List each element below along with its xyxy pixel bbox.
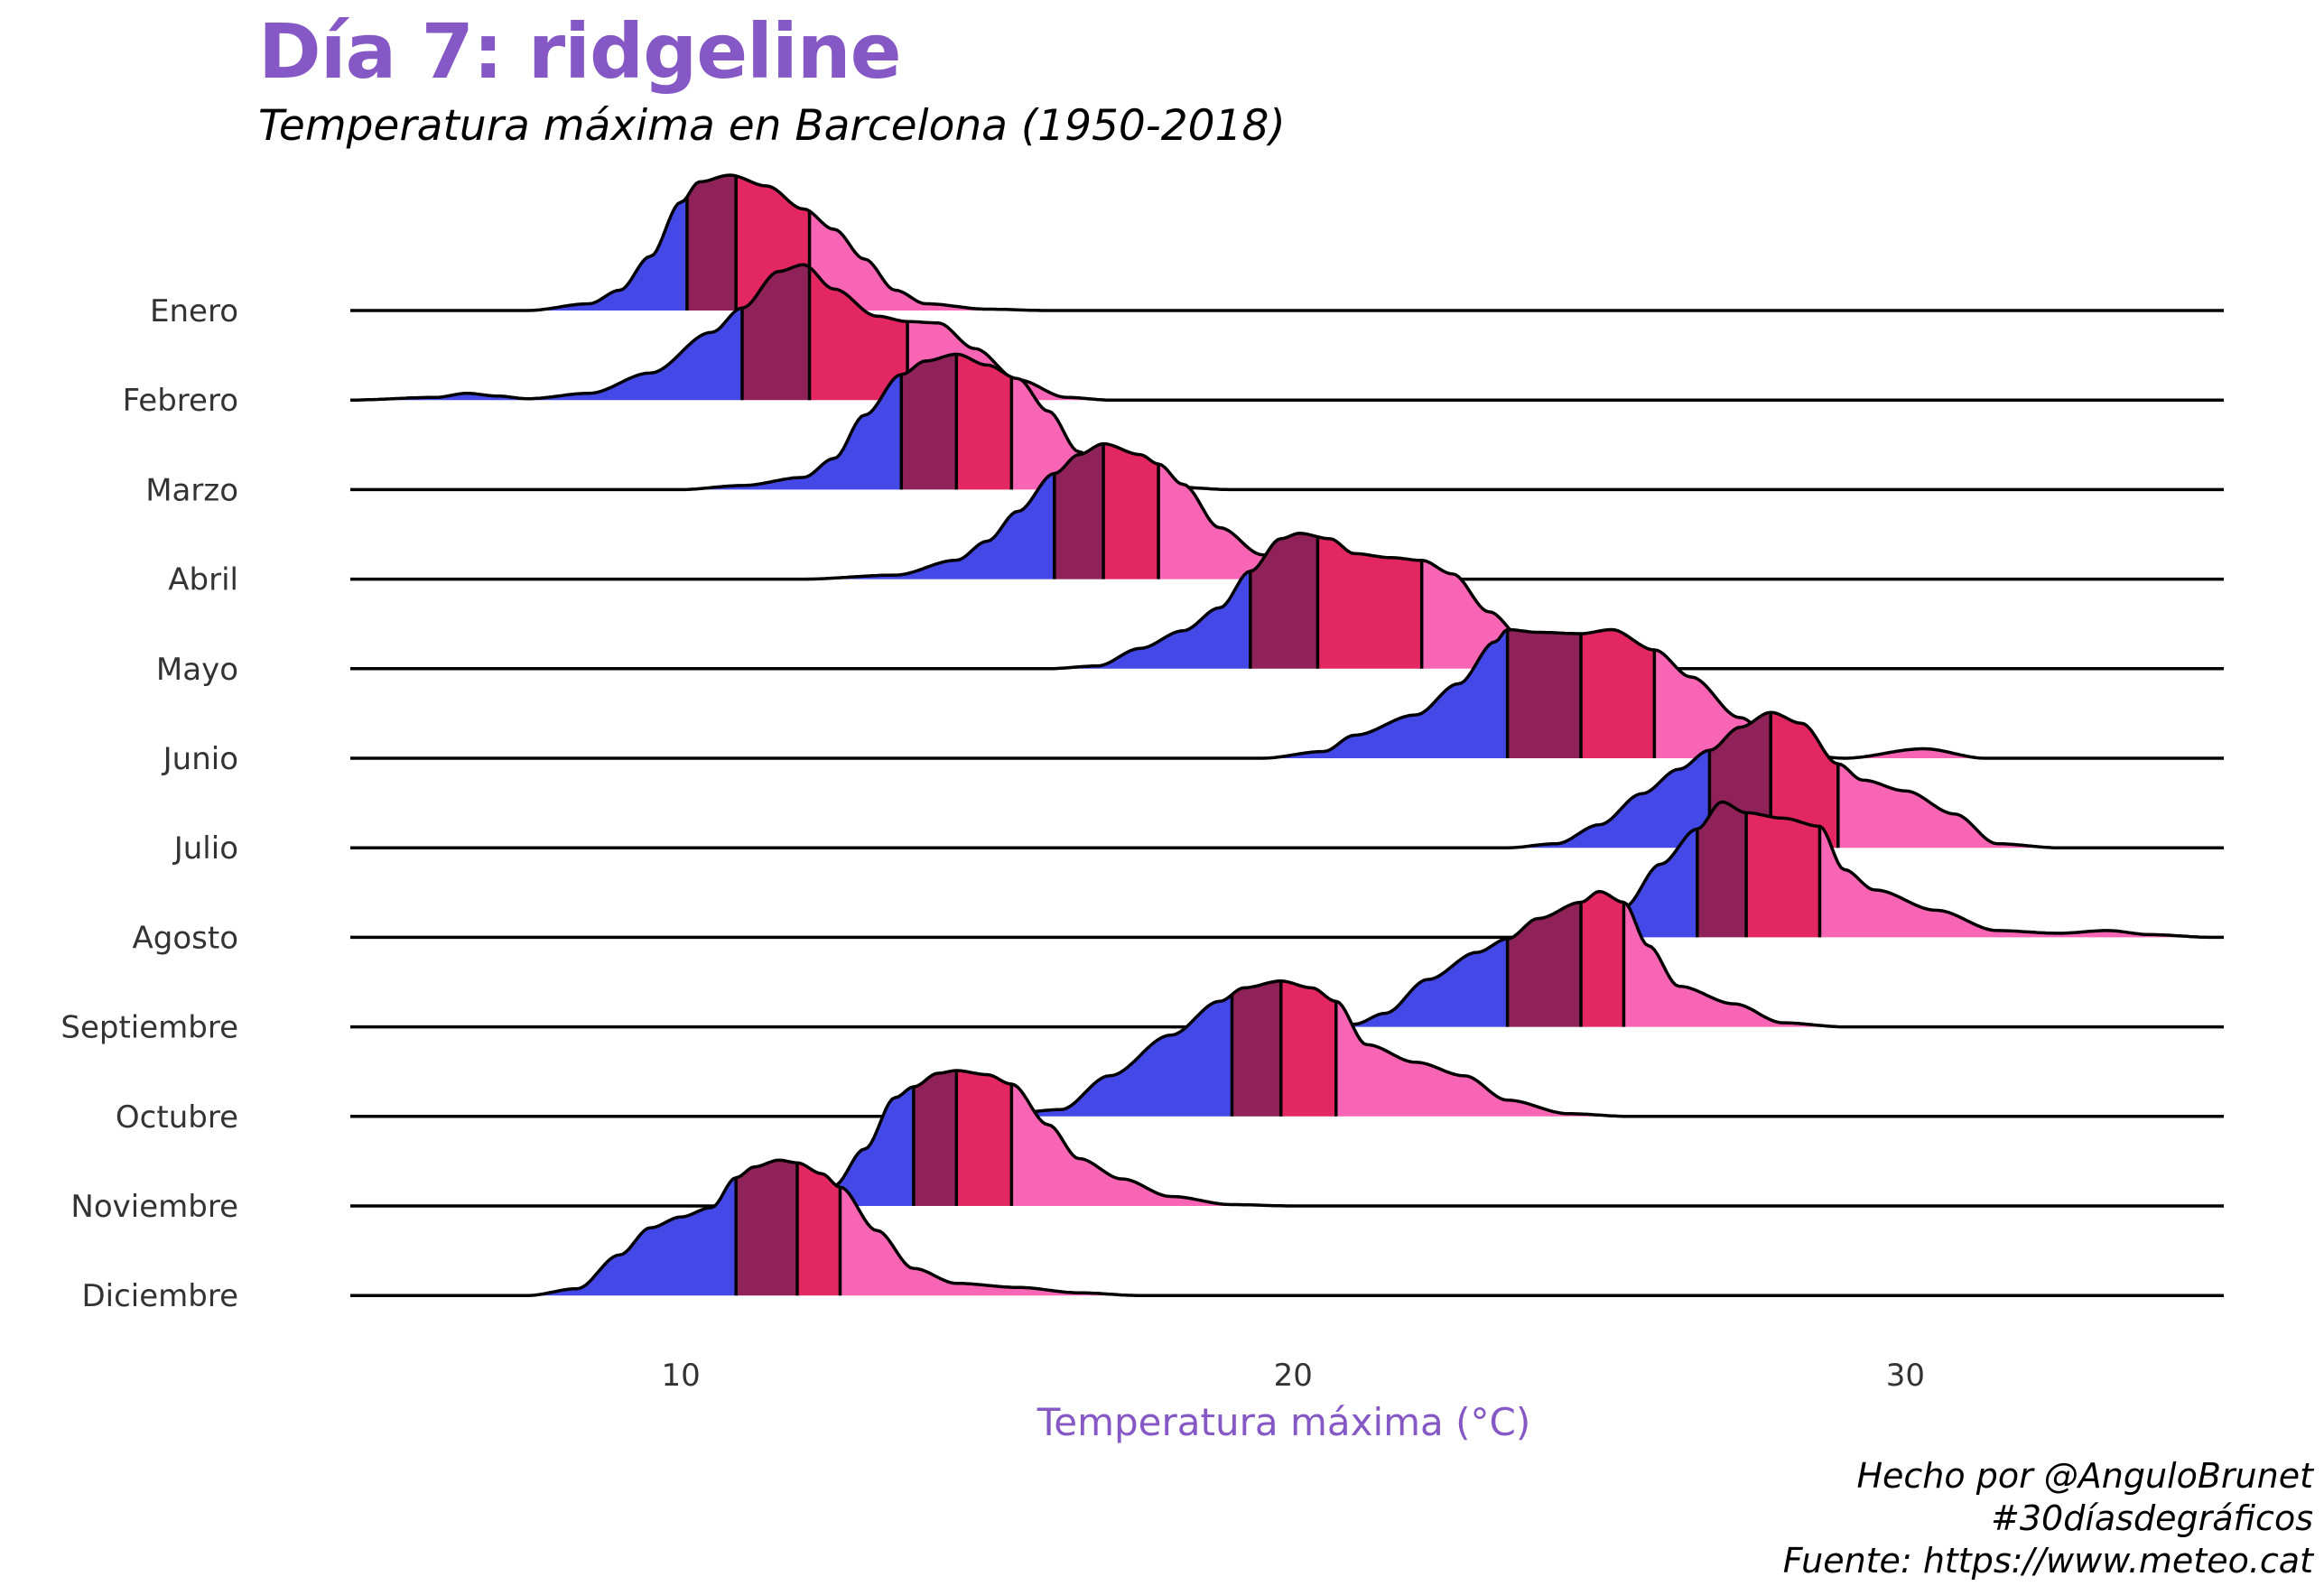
density-q1 [350,994,1232,1117]
density-q2 [736,1160,797,1296]
density-q1 [350,570,1250,669]
density-outline [350,352,2224,492]
density-q4 [1654,650,2224,758]
y-axis-labels: Enero Febrero Marzo Abril Mayo Junio Julio Agos… [60,293,238,1314]
density-q3 [1280,980,1336,1117]
density-outline [350,800,2224,940]
density-q1 [350,197,687,311]
ridge-noviembre [350,1069,2224,1208]
ridge-mayo [350,532,2224,671]
density-q4 [907,321,2224,401]
density-q3 [956,1071,1012,1206]
y-label-enero: Enero [150,293,238,329]
caption-hashtag: #30díasdegráficos [1991,1498,2313,1538]
density-q2 [1232,980,1281,1117]
density-q1 [350,750,1710,849]
density-q1 [350,829,1697,938]
density-outline [350,979,2224,1118]
density-q1 [350,374,902,490]
density-q4 [1011,1084,2224,1206]
density-q1 [350,939,1508,1027]
ridge-marzo [350,352,2224,492]
ridge-enero [350,173,2224,312]
y-label-junio: Junio [162,741,238,777]
y-label-diciembre: Diciembre [81,1278,238,1314]
density-q4 [1011,376,2224,490]
density-q2 [1054,443,1104,580]
chart-title: Día 7: ridgeline [258,7,902,96]
density-q2 [742,264,810,401]
density-outline [350,532,2224,671]
density-q2 [1507,902,1581,1027]
density-q1 [350,473,1055,580]
ridge-agosto [350,800,2224,940]
density-q4 [1819,826,2224,938]
density-q3 [956,354,1012,490]
y-label-septiembre: Septiembre [60,1010,238,1046]
density-q3 [809,267,908,401]
density-q3 [797,1163,841,1296]
chart-subtitle: Temperatura máxima en Barcelona (1950-20… [258,101,1286,151]
density-q1 [350,629,1508,758]
density-q3 [1317,536,1422,669]
density-q4 [809,210,2224,311]
ridge-febrero [350,263,2224,402]
y-label-abril: Abril [168,562,238,598]
y-label-julio: Julio [172,830,238,867]
density-outline [350,1069,2224,1208]
x-tick-label: 10 [662,1358,701,1394]
x-axis-ticks: 10 20 30 [662,1358,1925,1394]
density-q3 [1746,812,1820,938]
density-q1 [350,1087,914,1206]
density-q2 [901,354,957,490]
ridge-julio [350,710,2224,849]
density-outline [350,710,2224,849]
y-label-agosto: Agosto [133,920,239,956]
caption-author: Hecho por @AnguloBrunet [1856,1456,2313,1496]
y-label-marzo: Marzo [145,472,238,508]
density-q2 [1697,802,1747,938]
density-q1 [350,308,742,401]
y-label-noviembre: Noviembre [70,1189,238,1225]
density-q3 [1581,629,1655,758]
y-label-febrero: Febrero [123,383,238,419]
x-axis-title: Temperatura máxima (°C) [1037,1400,1531,1444]
density-q3 [1581,891,1624,1027]
ridge-septiembre [350,889,2224,1029]
density-q4 [1623,902,2224,1027]
y-label-mayo: Mayo [156,652,238,688]
density-outline [350,1158,2224,1297]
caption-source: Fuente: https://www.meteo.cat [1782,1541,2313,1581]
density-outline [350,627,2224,760]
density-outline [350,263,2224,402]
x-tick-label: 20 [1274,1358,1313,1394]
density-q4 [1837,764,2224,849]
density-q1 [350,1177,737,1296]
ridge-diciembre [350,1158,2224,1297]
density-q2 [913,1071,957,1206]
density-q2 [687,175,737,311]
y-label-octubre: Octubre [116,1099,238,1136]
density-q3 [1103,443,1159,580]
x-tick-label: 30 [1886,1358,1925,1394]
density-outline [350,173,2224,312]
density-q2 [1250,533,1318,669]
density-q4 [1335,1001,2224,1117]
ridges-layer [350,173,2224,1297]
ridge-junio [350,627,2224,760]
ridge-octubre [350,979,2224,1118]
density-q2 [1507,629,1581,758]
